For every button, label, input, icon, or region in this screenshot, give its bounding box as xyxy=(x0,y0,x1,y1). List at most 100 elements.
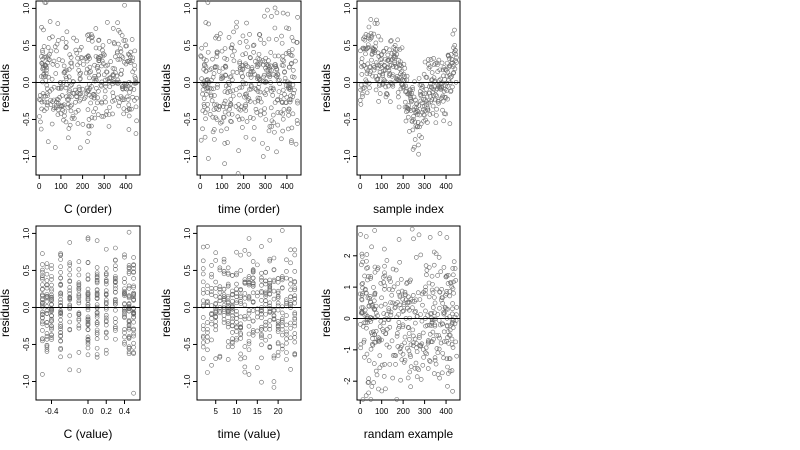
data-point xyxy=(364,71,370,76)
data-point xyxy=(411,117,416,122)
data-point xyxy=(359,262,364,268)
data-point xyxy=(123,61,129,67)
data-point xyxy=(71,35,76,41)
data-point xyxy=(259,324,264,330)
data-point xyxy=(213,293,219,299)
data-point xyxy=(397,259,402,265)
data-points xyxy=(357,17,459,157)
data-point xyxy=(211,127,217,132)
data-point xyxy=(282,92,287,97)
data-point xyxy=(438,269,444,274)
data-point xyxy=(436,333,442,338)
data-point xyxy=(411,94,417,100)
data-point xyxy=(252,99,258,105)
data-point xyxy=(113,296,118,302)
data-point xyxy=(452,321,458,326)
data-point xyxy=(114,50,120,56)
data-point xyxy=(251,136,257,142)
data-point xyxy=(49,76,55,82)
data-point xyxy=(434,93,440,99)
data-point xyxy=(96,72,102,78)
data-point xyxy=(450,301,455,306)
data-point xyxy=(122,276,127,281)
data-point xyxy=(392,352,398,358)
data-point xyxy=(234,19,239,25)
data-point xyxy=(292,335,298,340)
data-point xyxy=(219,119,225,125)
data-point xyxy=(362,34,367,40)
data-point xyxy=(246,236,252,241)
data-point xyxy=(429,287,435,293)
data-point xyxy=(231,29,236,35)
data-point xyxy=(84,66,90,72)
data-point xyxy=(230,69,236,75)
data-point xyxy=(408,277,413,283)
data-point xyxy=(279,40,285,46)
data-point xyxy=(414,345,419,351)
data-point xyxy=(295,121,300,126)
data-point xyxy=(131,263,136,268)
data-point xyxy=(44,106,49,111)
data-point xyxy=(127,85,133,91)
data-point xyxy=(257,61,262,67)
data-point xyxy=(98,82,104,88)
data-point xyxy=(404,281,409,286)
data-point xyxy=(66,135,71,141)
data-point xyxy=(200,323,206,328)
data-point xyxy=(85,334,91,340)
data-point xyxy=(62,113,67,119)
data-point xyxy=(381,374,387,379)
data-point xyxy=(359,91,365,97)
y-tick-label: 0.0 xyxy=(22,76,31,88)
data-point xyxy=(385,92,390,98)
data-point xyxy=(126,344,132,349)
data-point xyxy=(61,63,67,69)
data-point xyxy=(44,308,50,314)
data-point xyxy=(58,317,63,323)
data-point xyxy=(414,374,420,380)
data-point xyxy=(294,118,300,123)
data-point xyxy=(365,42,371,48)
data-point xyxy=(432,322,438,328)
data-point xyxy=(103,279,109,284)
data-point xyxy=(67,353,73,359)
data-point xyxy=(126,325,132,331)
data-point xyxy=(282,79,288,85)
data-points xyxy=(200,228,298,390)
data-point xyxy=(278,94,284,99)
data-point xyxy=(58,270,63,275)
data-point xyxy=(216,107,221,112)
y-axis-title: residuals xyxy=(0,64,12,112)
data-point xyxy=(445,306,450,312)
data-point xyxy=(58,264,63,270)
data-point xyxy=(131,285,136,290)
data-point xyxy=(113,279,118,284)
data-point xyxy=(288,247,293,253)
data-point xyxy=(412,79,417,84)
data-point xyxy=(405,299,411,305)
data-point xyxy=(289,53,295,58)
data-point xyxy=(271,307,277,313)
data-point xyxy=(365,380,371,385)
data-point xyxy=(85,107,91,112)
data-point xyxy=(242,316,248,322)
data-point xyxy=(454,60,459,65)
data-point xyxy=(288,294,293,299)
data-point xyxy=(386,68,392,73)
data-point xyxy=(444,339,449,344)
data-point xyxy=(379,56,385,62)
data-point xyxy=(445,383,450,389)
data-point xyxy=(391,53,397,58)
data-point xyxy=(290,94,296,99)
data-point xyxy=(274,149,279,155)
data-point xyxy=(432,323,438,329)
data-point xyxy=(67,291,73,296)
data-point xyxy=(76,318,82,323)
x-tick-label: 200 xyxy=(237,182,251,191)
data-point xyxy=(122,85,128,91)
data-point xyxy=(113,283,118,289)
data-point xyxy=(276,89,282,94)
data-point xyxy=(449,57,455,62)
data-point xyxy=(126,326,132,332)
data-point xyxy=(428,57,434,62)
